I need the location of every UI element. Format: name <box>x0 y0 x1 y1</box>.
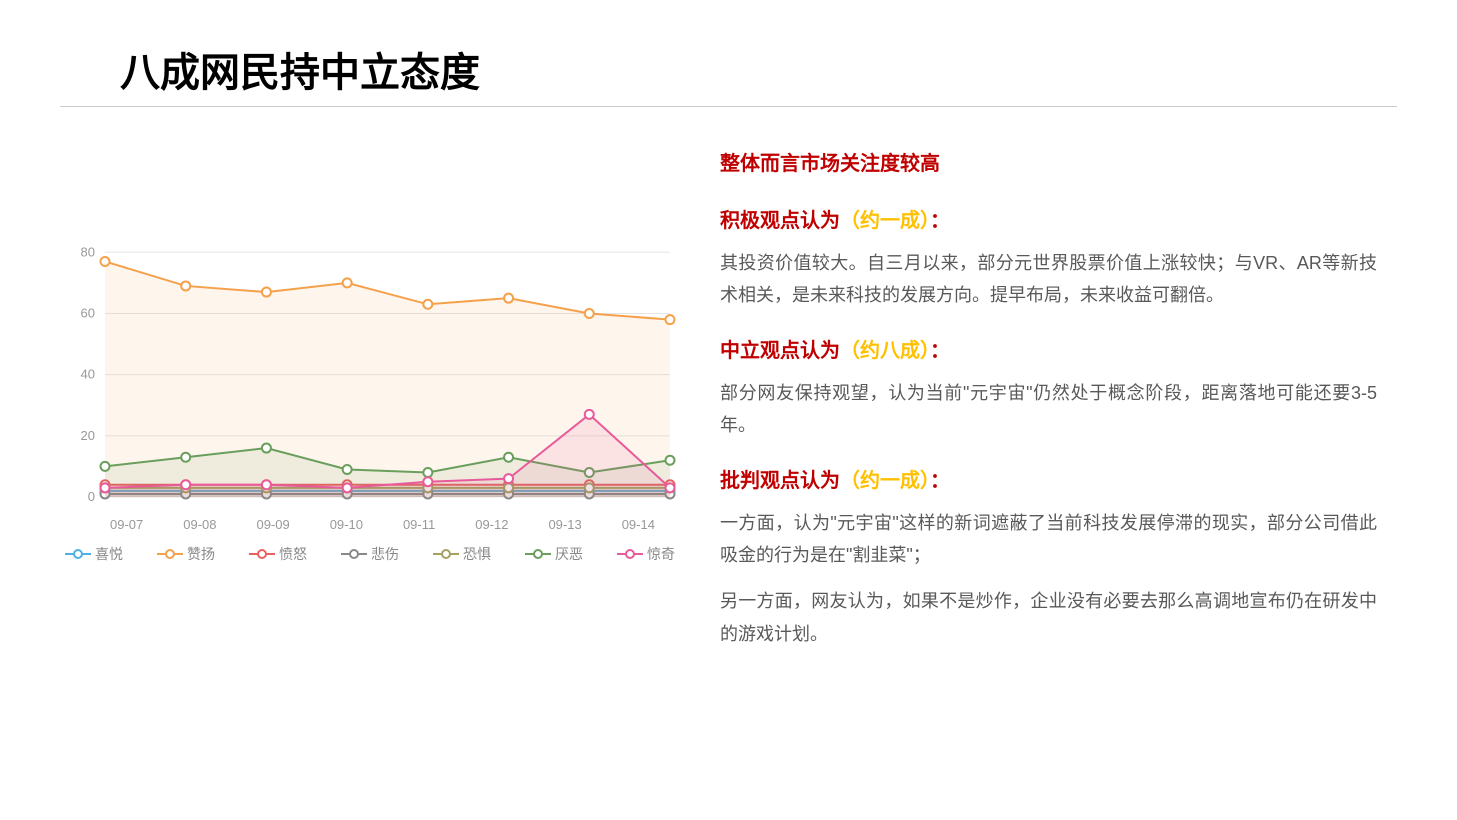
x-tick-label: 09-08 <box>183 517 216 532</box>
x-tick-label: 09-12 <box>475 517 508 532</box>
chart-legend: 喜悦 赞扬 愤怒 悲伤 恐惧 厌恶 惊奇 <box>60 544 680 564</box>
legend-marker-icon <box>249 548 275 560</box>
chart-panel: 0 20 40 60 80 09-07 09-08 09-09 09-10 09-11 09-12… <box>60 147 680 664</box>
legend-item: 喜悦 <box>65 544 123 564</box>
legend-marker-icon <box>617 548 643 560</box>
legend-marker-icon <box>157 548 183 560</box>
svg-text:60: 60 <box>81 305 95 320</box>
positive-percent: （约一成） <box>840 210 930 232</box>
x-tick-label: 09-14 <box>622 517 655 532</box>
legend-item: 恐惧 <box>433 544 491 564</box>
legend-label: 惊奇 <box>647 544 675 564</box>
critical-body2: 另一方面，网友认为，如果不是炒作，企业没有必要去那么高调地宣布仍在研发中的游戏计… <box>720 585 1377 650</box>
critical-colon: ： <box>930 470 950 492</box>
legend-item: 厌恶 <box>525 544 583 564</box>
svg-text:20: 20 <box>81 428 95 443</box>
text-panel: 整体而言市场关注度较高 积极观点认为（约一成）： 其投资价值较大。自三月以来，部… <box>720 147 1397 664</box>
svg-text:0: 0 <box>88 489 95 504</box>
neutral-percent: （约八成） <box>840 340 930 362</box>
svg-text:40: 40 <box>81 367 95 382</box>
page-title: 八成网民持中立态度 <box>60 40 1397 98</box>
legend-item: 赞扬 <box>157 544 215 564</box>
positive-label: 积极观点认为 <box>720 210 840 232</box>
legend-item: 悲伤 <box>341 544 399 564</box>
chart-x-axis: 09-07 09-08 09-09 09-10 09-11 09-12 09-13 09-14 <box>60 517 680 532</box>
legend-item: 愤怒 <box>249 544 307 564</box>
positive-header: 积极观点认为（约一成）： <box>720 204 1377 233</box>
legend-marker-icon <box>65 548 91 560</box>
legend-label: 悲伤 <box>371 544 399 564</box>
emotion-line-chart: 0 20 40 60 80 <box>60 227 680 507</box>
critical-body1: 一方面，认为"元宇宙"这样的新词遮蔽了当前科技发展停滞的现实，部分公司借此吸金的… <box>720 507 1377 572</box>
subtitle: 整体而言市场关注度较高 <box>720 147 1377 176</box>
positive-colon: ： <box>930 210 950 232</box>
x-tick-label: 09-09 <box>256 517 289 532</box>
x-tick-label: 09-10 <box>330 517 363 532</box>
legend-marker-icon <box>525 548 551 560</box>
legend-label: 厌恶 <box>555 544 583 564</box>
neutral-header: 中立观点认为（约八成）： <box>720 334 1377 363</box>
legend-marker-icon <box>341 548 367 560</box>
legend-item: 惊奇 <box>617 544 675 564</box>
legend-label: 赞扬 <box>187 544 215 564</box>
neutral-body: 部分网友保持观望，认为当前"元宇宙"仍然处于概念阶段，距离落地可能还要3-5年。 <box>720 377 1377 442</box>
x-tick-label: 09-07 <box>110 517 143 532</box>
neutral-label: 中立观点认为 <box>720 340 840 362</box>
legend-marker-icon <box>433 548 459 560</box>
legend-label: 恐惧 <box>463 544 491 564</box>
x-tick-label: 09-13 <box>548 517 581 532</box>
legend-label: 愤怒 <box>279 544 307 564</box>
critical-label: 批判观点认为 <box>720 470 840 492</box>
svg-text:80: 80 <box>81 244 95 259</box>
neutral-colon: ： <box>930 340 950 362</box>
legend-label: 喜悦 <box>95 544 123 564</box>
critical-percent: （约一成） <box>840 470 930 492</box>
critical-header: 批判观点认为（约一成）： <box>720 464 1377 493</box>
x-tick-label: 09-11 <box>403 517 435 532</box>
positive-body: 其投资价值较大。自三月以来，部分元世界股票价值上涨较快；与VR、AR等新技术相关… <box>720 247 1377 312</box>
